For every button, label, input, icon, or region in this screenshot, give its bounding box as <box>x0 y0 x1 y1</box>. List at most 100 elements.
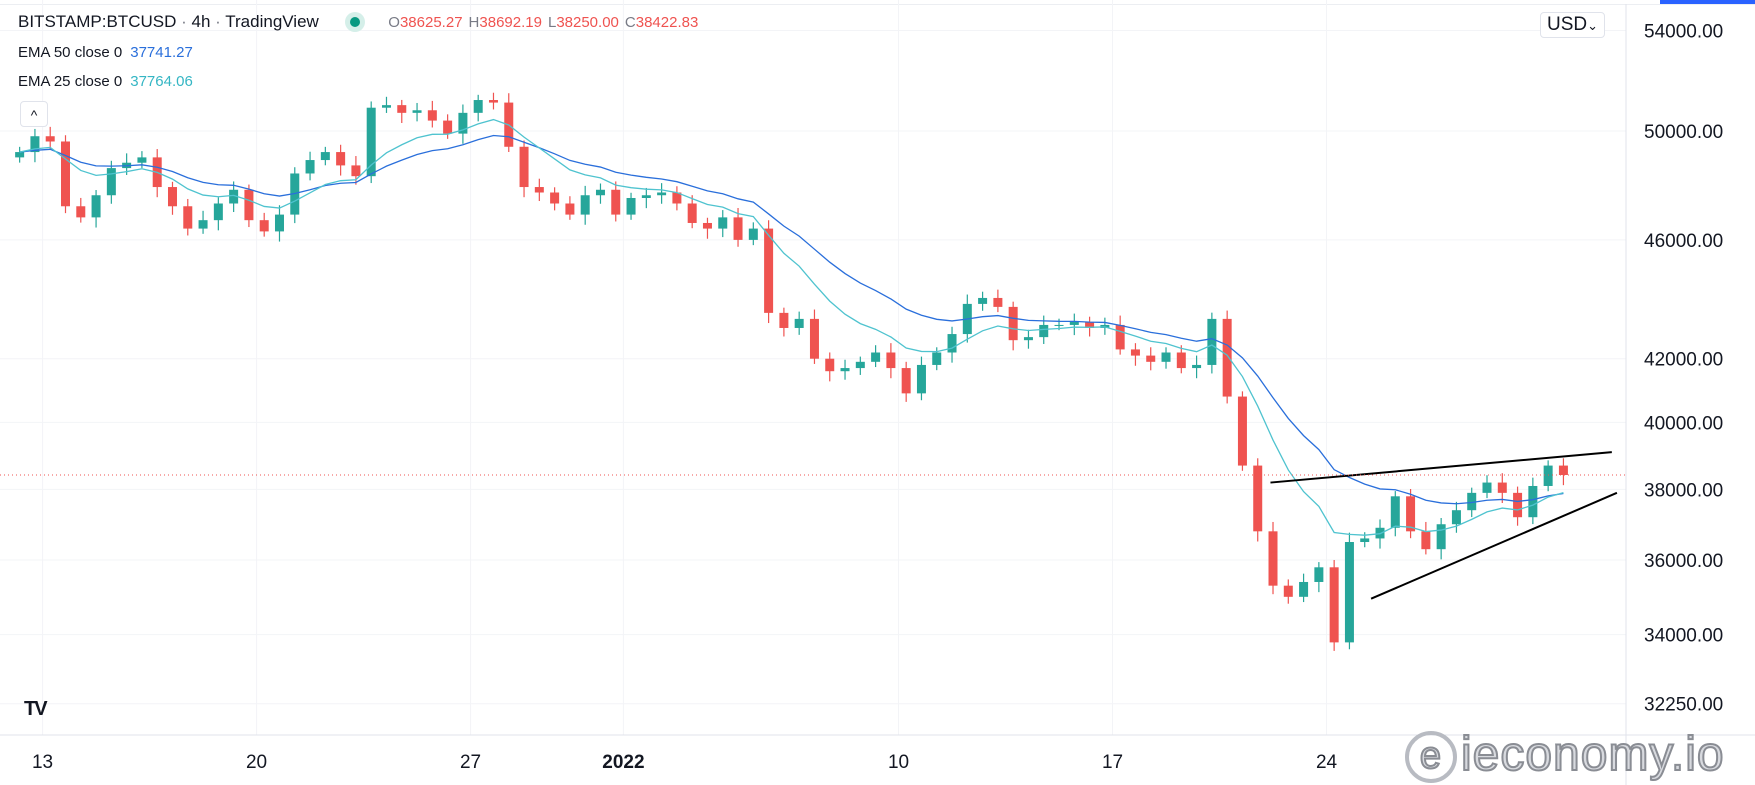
candle-down <box>259 220 269 232</box>
candle-down <box>1329 567 1339 643</box>
candle-up <box>106 168 116 196</box>
candle-up <box>1528 485 1538 518</box>
price-tick-label: 38000.00 <box>1644 480 1723 501</box>
candle-up <box>91 195 101 218</box>
candle-down <box>901 368 911 394</box>
time-tick-label: 17 <box>1102 752 1123 773</box>
candle-down <box>779 312 789 328</box>
candle-down <box>244 189 254 221</box>
candle-down <box>1268 531 1278 586</box>
candle-down <box>488 100 498 103</box>
candle-down <box>1406 496 1416 532</box>
chevron-up-icon: ^ <box>30 107 38 123</box>
candle-up <box>320 152 330 161</box>
candle-up <box>473 100 483 113</box>
candle-up <box>580 195 590 215</box>
candle-down <box>1176 352 1186 369</box>
candle-up <box>1299 581 1309 597</box>
candle-down <box>886 352 896 369</box>
price-tick-label: 32250.00 <box>1644 695 1723 716</box>
ema50-line <box>19 134 1564 505</box>
candle-down <box>687 203 697 223</box>
candle-down <box>519 146 529 188</box>
candle-up <box>30 136 40 153</box>
candle-up <box>916 364 926 394</box>
candle-down <box>809 318 819 359</box>
price-tick-label: 46000.00 <box>1644 231 1723 252</box>
trendline <box>1370 491 1618 600</box>
candle-down <box>427 110 437 121</box>
candle-up <box>748 228 758 240</box>
chevron-down-icon: ⌄ <box>1587 18 1599 33</box>
candle-up <box>595 189 605 196</box>
candle-down <box>1008 306 1018 341</box>
candle-down <box>1283 585 1293 597</box>
candle-down <box>825 358 835 372</box>
candle-down <box>76 206 86 218</box>
candle-down <box>351 165 361 177</box>
candle-up <box>1543 465 1553 486</box>
candle-up <box>1054 324 1064 326</box>
candle-down <box>1146 355 1156 362</box>
candle-up <box>213 203 223 221</box>
candle-up <box>1161 352 1171 362</box>
candle-down <box>443 120 453 134</box>
candle-down <box>397 105 407 113</box>
candle-up <box>1436 524 1446 550</box>
candle-up <box>1360 538 1370 543</box>
candle-down <box>534 187 544 193</box>
candle-down <box>60 141 70 207</box>
currency-select[interactable]: USD⌄ <box>1540 12 1606 38</box>
interval[interactable]: 4h <box>191 12 211 31</box>
separator: · <box>181 12 187 31</box>
ohlc-values: O38625.27 H38692.19 L38250.00 C38422.83 <box>388 14 699 31</box>
time-tick-label: 20 <box>246 752 267 773</box>
candle-up <box>947 334 957 353</box>
candle-up <box>458 112 468 134</box>
ema25-line <box>19 118 1564 536</box>
ieconomy-watermark: e ieconomy.io <box>1405 727 1725 784</box>
tradingview-logo[interactable]: TV <box>24 698 48 720</box>
candle-up <box>366 107 376 177</box>
candle-up <box>1023 337 1033 341</box>
candle-down <box>1130 349 1140 356</box>
candle-up <box>412 110 422 113</box>
candle-up <box>978 297 988 304</box>
candle-up <box>794 318 804 328</box>
symbol-name[interactable]: BITSTAMP:BTCUSD <box>18 12 177 31</box>
price-tick-label: 36000.00 <box>1644 551 1723 572</box>
data-source: TradingView <box>225 12 319 31</box>
candle-up <box>198 220 208 229</box>
time-tick-label: 10 <box>888 752 909 773</box>
candle-down <box>1513 492 1523 518</box>
candle-up <box>1069 321 1079 325</box>
candle-up <box>840 368 850 372</box>
candle-down <box>1222 318 1232 397</box>
candle-up <box>871 352 881 362</box>
collapse-legend-button[interactable]: ^ <box>20 101 48 127</box>
ema50-legend[interactable]: EMA 50 close 0 37741.27 <box>18 44 193 61</box>
candle-down <box>764 228 774 313</box>
candle-down <box>1237 396 1247 466</box>
candle-up <box>1451 510 1461 525</box>
candle-down <box>550 192 560 204</box>
candle-up <box>1192 364 1202 369</box>
candle-up <box>626 197 636 215</box>
candle-down <box>183 206 193 229</box>
candle-up <box>1467 492 1477 511</box>
active-tab-indicator <box>1660 0 1755 4</box>
candle-up <box>1314 567 1324 582</box>
candle-down <box>565 203 575 215</box>
candle-down <box>45 136 55 142</box>
candle-up <box>305 160 315 174</box>
candle-up <box>137 157 147 163</box>
candle-up <box>274 214 284 232</box>
candle-up <box>855 361 865 369</box>
ema25-legend[interactable]: EMA 25 close 0 37764.06 <box>18 73 193 90</box>
price-tick-label: 42000.00 <box>1644 350 1723 371</box>
candle-down <box>1115 324 1125 350</box>
trendline <box>1270 451 1612 484</box>
price-tick-label: 54000.00 <box>1644 21 1723 42</box>
time-tick-label: 13 <box>32 752 53 773</box>
